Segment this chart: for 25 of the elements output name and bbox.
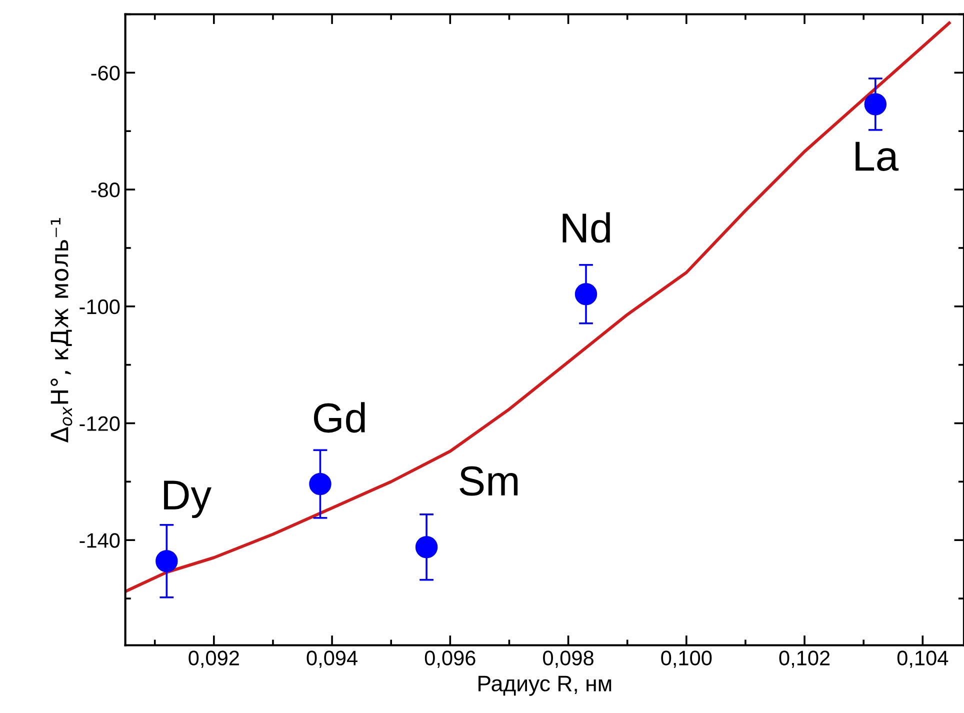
y-tick-label: -60 (91, 66, 120, 80)
x-axis-title: Радиус R, нм (478, 676, 612, 696)
x-tick-label: 0,096 (424, 650, 476, 668)
annotation: Dy (164, 480, 212, 518)
point (864, 93, 887, 116)
x-tick-label: 0,104 (897, 650, 948, 668)
x-tick-label: 0,094 (306, 650, 358, 668)
point (415, 536, 438, 558)
annotation: La (856, 142, 899, 171)
line-series (125, 21, 951, 594)
x-tick-label: 0,092 (188, 650, 239, 668)
x-tick-label: 0,100 (661, 650, 712, 668)
point (574, 283, 598, 306)
y-tick-label: -100 (80, 299, 120, 314)
y-tick-label: -80 (91, 182, 120, 198)
y-axis-title: Δ$_{ox}$H°, кДж моль⁻¹ (50, 218, 72, 443)
point (156, 550, 178, 572)
point (309, 472, 332, 496)
annotation: Sm (460, 466, 518, 496)
annotation: Gd (314, 402, 365, 433)
annotation: Nd (562, 212, 610, 243)
y-tick-label: -120 (80, 416, 120, 431)
y-tick-label: -140 (80, 533, 120, 548)
x-tick-label: 0,098 (543, 650, 594, 668)
x-tick-label: 0,102 (779, 650, 830, 668)
